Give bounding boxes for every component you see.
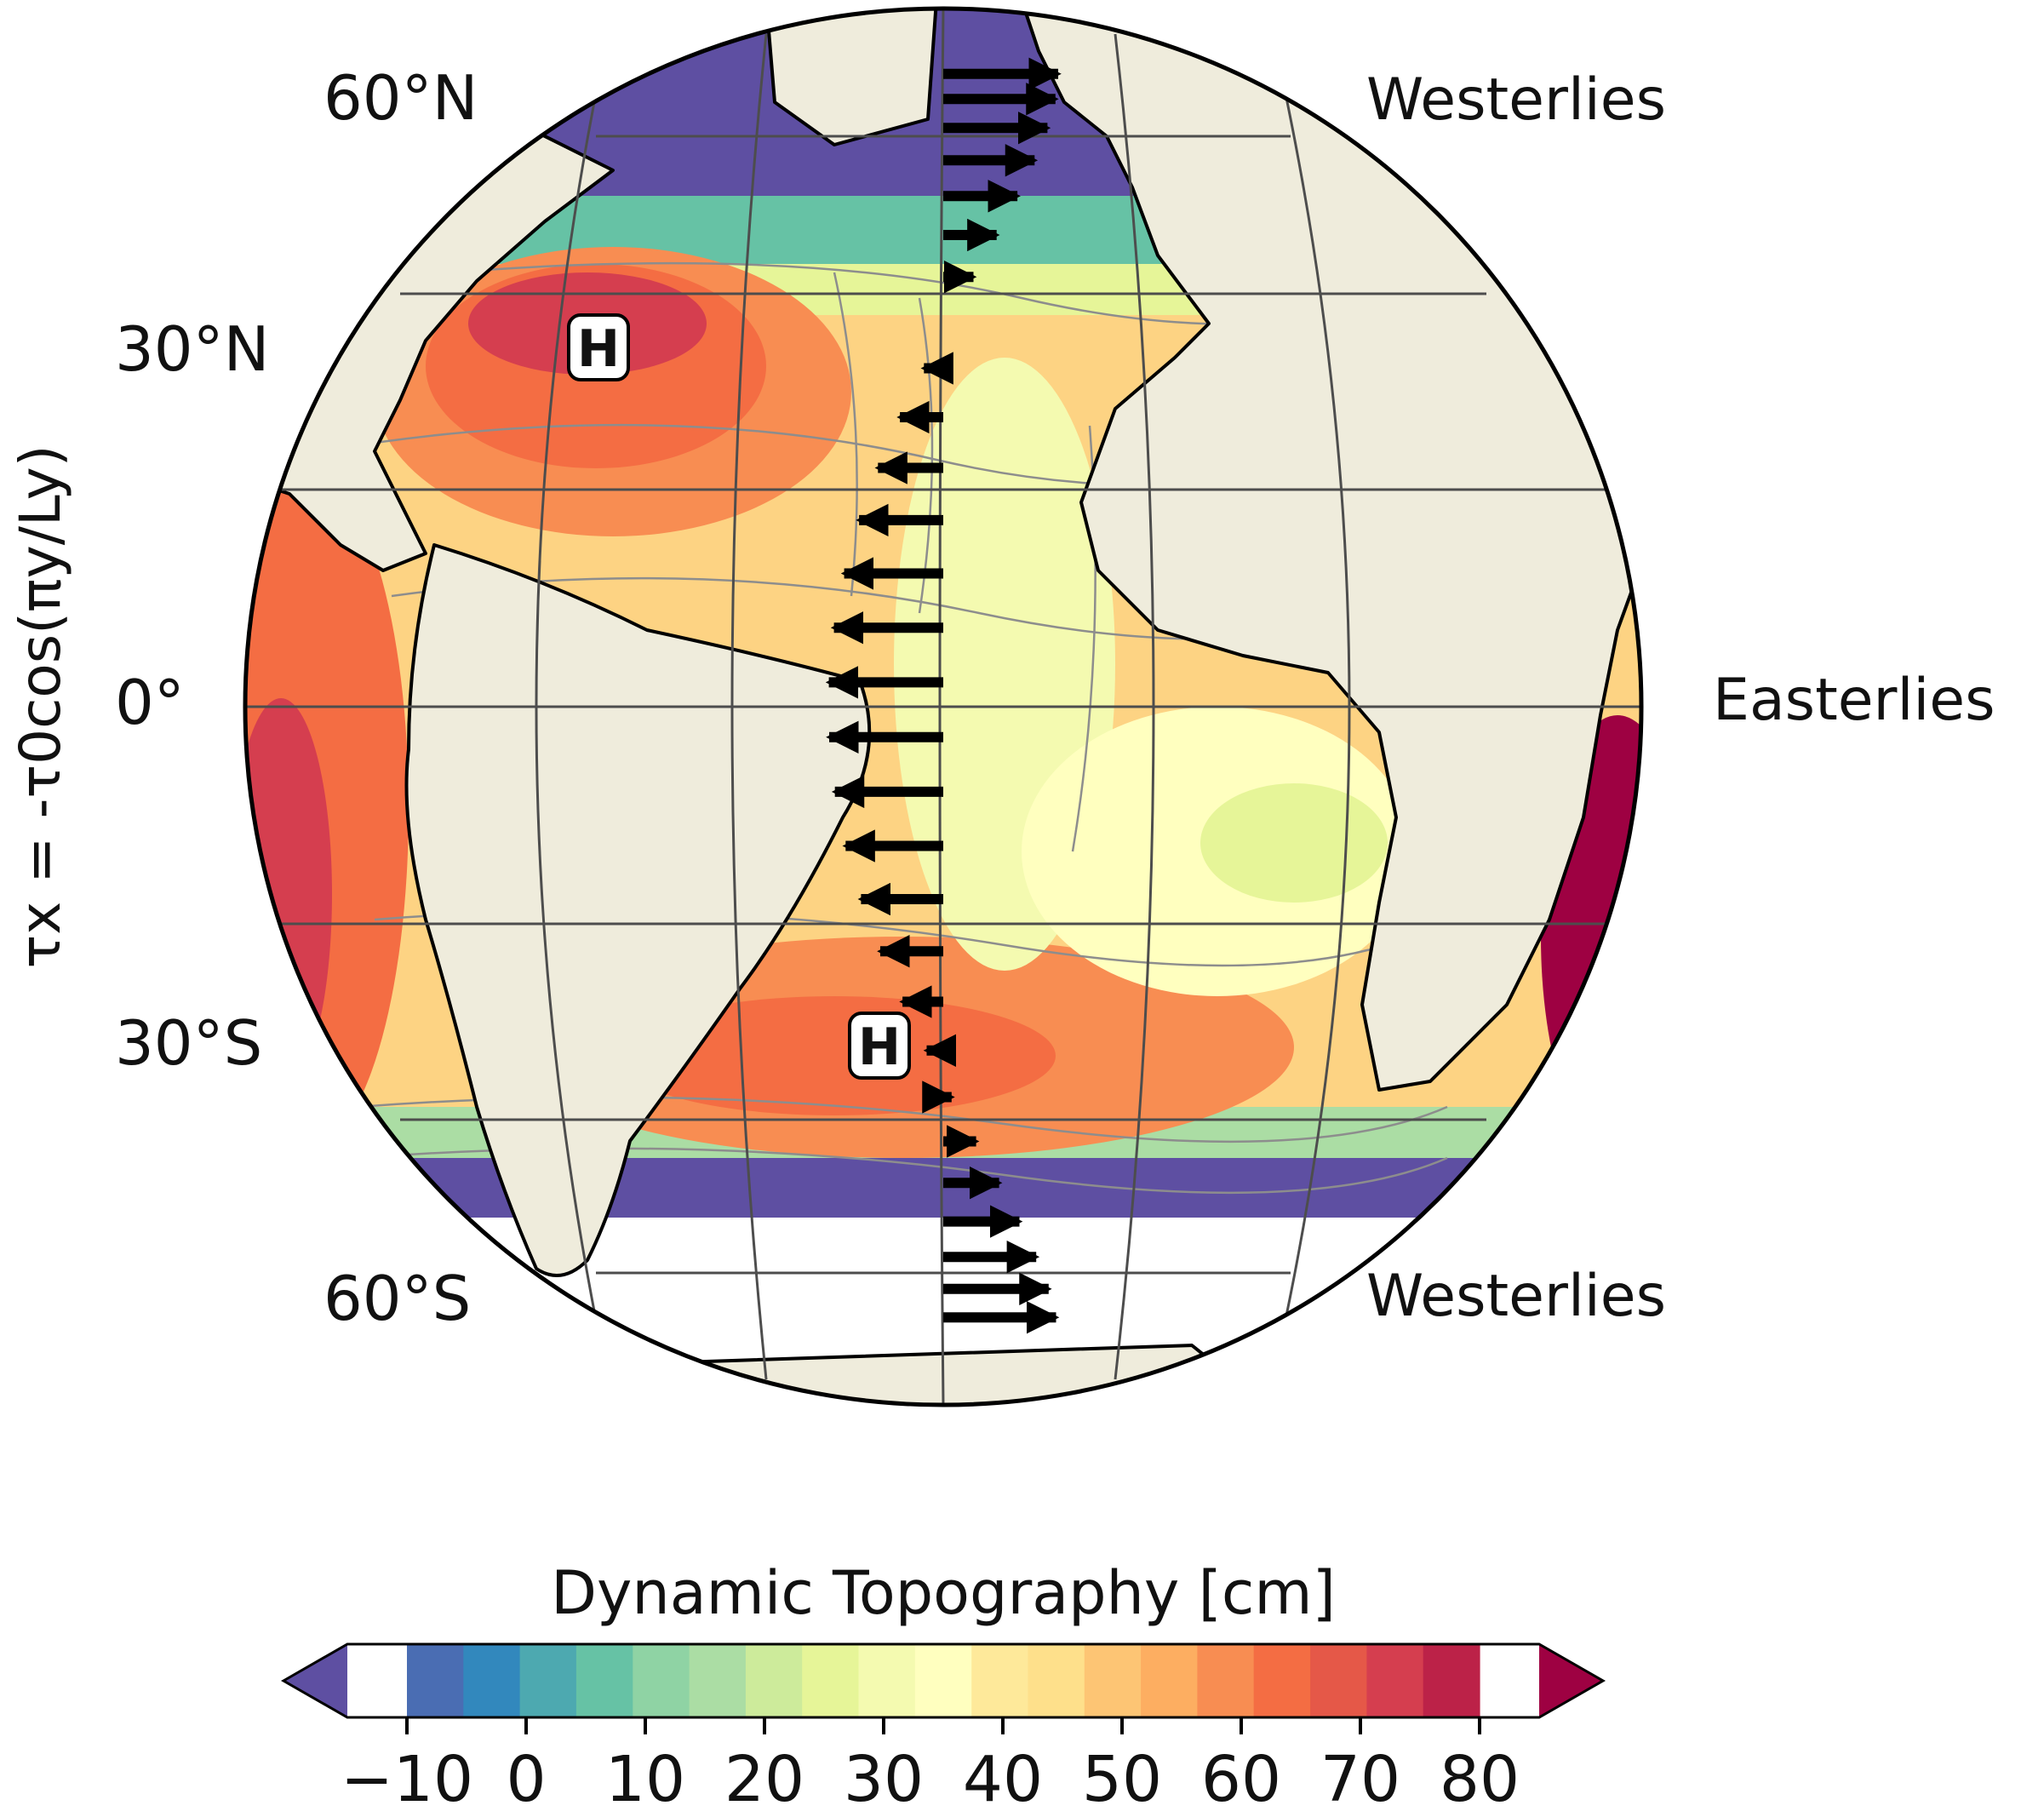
colorbar-segment <box>1253 1644 1311 1717</box>
colorbar-segment <box>407 1644 464 1717</box>
wind-label-westerlies-south: Westerlies <box>1366 1263 1666 1330</box>
colorbar-segments <box>280 1642 1606 1719</box>
high-marker-south-text: H <box>858 1017 901 1077</box>
colorbar-segment <box>1310 1644 1367 1717</box>
colorbar-tick-label: 50 <box>1082 1743 1162 1816</box>
colorbar-segment <box>858 1644 916 1717</box>
colorbar-segment <box>745 1644 803 1717</box>
colorbar-extend-max <box>1539 1644 1603 1717</box>
colorbar-segment <box>1366 1644 1424 1717</box>
colorbar-tick-label: 80 <box>1440 1743 1520 1816</box>
colorbar-segment <box>519 1644 577 1717</box>
lat-label-0: 0° <box>115 667 185 738</box>
globe-outline <box>243 6 1644 1407</box>
colorbar-segment <box>463 1644 521 1717</box>
colorbar: Dynamic Topography [cm] −10 0 10 20 30 40 50 60… <box>280 1558 1606 1816</box>
colorbar-segment <box>971 1644 1029 1717</box>
colorbar-segment <box>1028 1644 1085 1717</box>
high-marker-south: H <box>848 1012 911 1080</box>
lat-label-30n: 30°N <box>115 313 269 385</box>
colorbar-segment <box>1084 1644 1142 1717</box>
angola-low <box>1200 783 1388 903</box>
colorbar-tick-label: 40 <box>963 1743 1043 1816</box>
wind-label-easterlies: Easterlies <box>1713 667 1995 734</box>
colorbar-tick-label: −10 <box>341 1743 473 1816</box>
high-marker-north: H <box>567 313 630 381</box>
colorbar-ticks: −10 0 10 20 30 40 50 60 70 80 <box>341 1717 1520 1816</box>
colorbar-segment <box>575 1644 633 1717</box>
lat-label-30s: 30°S <box>115 1007 262 1079</box>
graticule <box>245 9 1641 1405</box>
wind-stress-formula: τx = -τ0cos(πy/Ly) <box>8 445 73 969</box>
colorbar-segment <box>1197 1644 1255 1717</box>
colorbar-tick-label: 0 <box>506 1743 546 1816</box>
colorbar-tick-label: 10 <box>605 1743 685 1816</box>
colorbar-segment <box>1423 1644 1480 1717</box>
colorbar-extend-min <box>283 1644 347 1717</box>
colorbar-segment <box>914 1644 972 1717</box>
high-marker-north-text: H <box>577 319 620 379</box>
colorbar-segment <box>689 1644 747 1717</box>
lat-label-60n: 60°N <box>323 62 478 134</box>
colorbar-segment <box>1141 1644 1198 1717</box>
lat-label-60s: 60°S <box>323 1263 471 1334</box>
greenland <box>764 9 938 146</box>
globe <box>243 6 1644 1407</box>
south-america <box>404 543 872 1277</box>
colorbar-segment <box>633 1644 690 1717</box>
colorbar-tick-label: 70 <box>1320 1743 1400 1816</box>
colorbar-tick-label: 30 <box>844 1743 924 1816</box>
colorbar-tick-label: 60 <box>1201 1743 1281 1816</box>
colorbar-segment <box>802 1644 860 1717</box>
colorbar-outline <box>280 1642 1606 1719</box>
colorbar-tick-label: 20 <box>724 1743 804 1816</box>
colorbar-title: Dynamic Topography [cm] <box>551 1558 1336 1628</box>
wind-stress-arrows <box>825 57 1062 1334</box>
wind-label-westerlies-north: Westerlies <box>1366 66 1666 134</box>
